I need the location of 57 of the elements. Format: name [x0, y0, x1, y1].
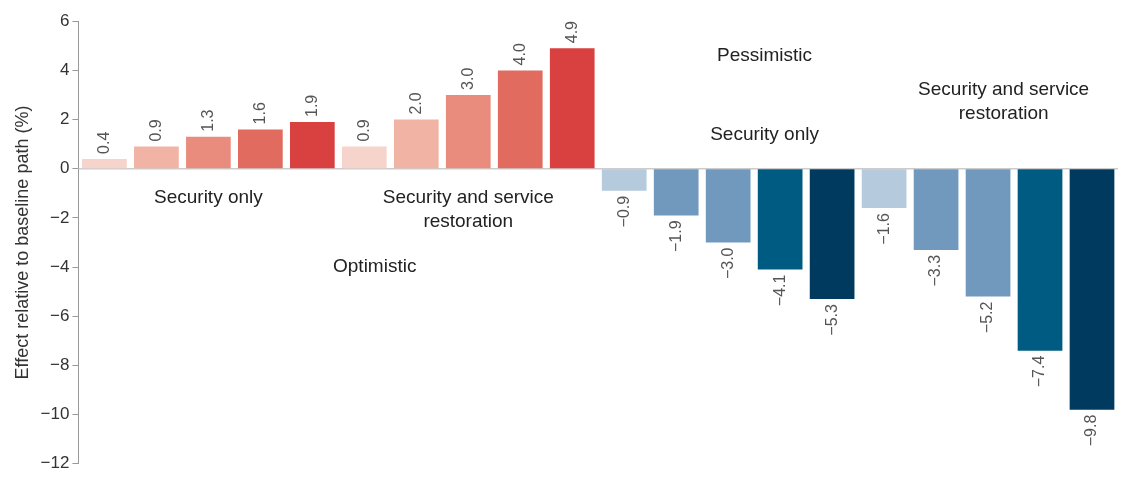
y-tick-label: 2 [59, 109, 70, 129]
annotation: Pessimistic [717, 43, 813, 65]
data-label: −3.3 [926, 254, 944, 287]
y-tick-label: 6 [59, 10, 70, 30]
data-label: −0.9 [614, 195, 632, 228]
data-label: 0.4 [94, 131, 112, 154]
bar [445, 94, 491, 169]
bar [705, 169, 751, 243]
y-tick-label: −2 [50, 207, 70, 227]
data-label: −1.6 [874, 212, 892, 245]
data-label: −1.9 [666, 220, 684, 253]
y-tick-label: −8 [50, 355, 70, 375]
bar [134, 146, 179, 169]
data-label: 1.6 [250, 102, 268, 125]
data-label: 1.9 [302, 94, 320, 118]
annotation: Security only [710, 122, 820, 144]
annotation: Optimistic [333, 255, 417, 277]
bar [653, 169, 699, 216]
y-tick-label: 4 [59, 60, 70, 80]
y-axis-title: Effect relative to baseline path (%) [11, 105, 32, 380]
bar [341, 146, 387, 169]
y-tick-label: −6 [50, 305, 70, 325]
bar [757, 169, 803, 270]
data-label: −3.0 [718, 247, 736, 280]
bar [1069, 169, 1115, 410]
annotation: Security and service restoration [382, 186, 554, 232]
data-label: −5.2 [978, 301, 996, 334]
bar [549, 48, 595, 169]
data-label: 3.0 [458, 67, 476, 90]
bar [82, 158, 127, 169]
data-label: 2.0 [406, 92, 424, 115]
bar [238, 129, 283, 169]
y-tick-label: −12 [40, 453, 70, 473]
data-label: 4.0 [510, 43, 528, 66]
bar [186, 136, 231, 169]
bar [965, 169, 1011, 297]
y-tick-label: −4 [50, 256, 70, 276]
bar [497, 70, 543, 169]
data-label: −5.3 [822, 303, 840, 336]
data-label: 1.3 [198, 109, 216, 132]
annotation: Security and service restoration [918, 78, 1090, 124]
data-label: −9.8 [1082, 414, 1100, 447]
bar [1017, 169, 1063, 351]
data-label: −7.4 [1030, 355, 1048, 388]
y-tick-label: −10 [40, 404, 70, 424]
bar [289, 122, 335, 169]
data-label: 0.9 [354, 119, 372, 142]
annotation: Security only [153, 186, 264, 208]
data-label: 0.9 [146, 119, 164, 142]
bar [809, 169, 855, 300]
data-label: −4.1 [770, 274, 788, 307]
bar [393, 119, 439, 169]
bar [861, 169, 907, 209]
data-label: 4.9 [562, 20, 580, 44]
bar [601, 169, 647, 191]
bar [913, 169, 959, 250]
y-tick-label: 0 [59, 158, 70, 178]
